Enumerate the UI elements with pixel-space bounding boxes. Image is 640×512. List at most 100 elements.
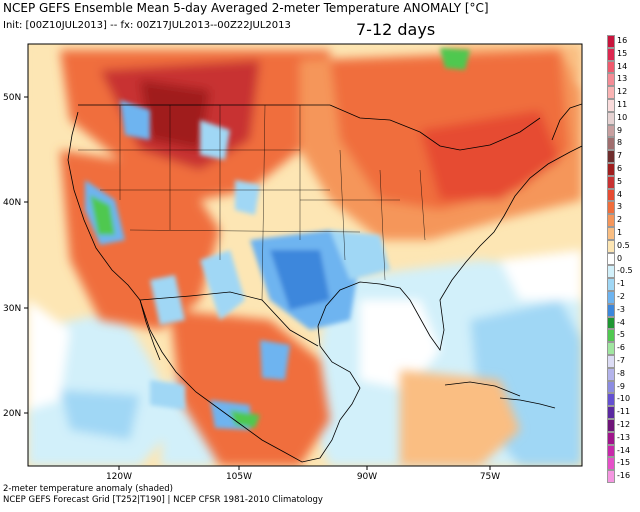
footer-source-note: NCEP GEFS Forecast Grid [T252|T190] | NC… xyxy=(3,495,323,505)
legend-entry: 13 xyxy=(607,73,637,87)
legend-swatch xyxy=(607,60,615,74)
legend-swatch xyxy=(607,99,615,112)
legend-entry: -10 xyxy=(607,393,637,407)
lon-label: 75W xyxy=(480,472,500,482)
legend-label: 16 xyxy=(617,36,628,45)
lat-label: 40N xyxy=(3,198,21,208)
legend-label: -12 xyxy=(617,420,631,429)
page-title: NCEP GEFS Ensemble Mean 5-day Averaged 2… xyxy=(3,1,489,15)
legend-swatch xyxy=(607,150,615,163)
legend-label: -7 xyxy=(617,356,625,365)
legend-swatch xyxy=(607,355,615,368)
legend-entry: -16 xyxy=(607,470,637,484)
legend-label: -11 xyxy=(617,407,631,417)
legend-swatch xyxy=(607,265,615,279)
legend-swatch xyxy=(607,73,615,87)
legend-swatch xyxy=(607,431,615,445)
legend-swatch xyxy=(607,124,615,138)
legend-label: 0.5 xyxy=(617,240,630,250)
coastlines xyxy=(67,103,582,463)
legend-swatch xyxy=(607,201,615,215)
legend-entry: 0.5 xyxy=(607,239,637,254)
legend-entry: -13 xyxy=(607,431,637,446)
legend-label: -10 xyxy=(617,394,631,404)
legend-swatch xyxy=(607,137,615,151)
legend-entry: -3 xyxy=(607,303,637,318)
init-forecast-line: Init: [00Z10JUL2013] -- fx: 00Z17JUL2013… xyxy=(3,20,291,31)
legend-entry: -15 xyxy=(607,457,637,471)
legend-swatch xyxy=(607,342,615,355)
legend-label: -15 xyxy=(617,458,631,468)
legend-label: 14 xyxy=(617,61,628,71)
lat-label: 50N xyxy=(3,93,21,103)
legend-entry: -1 xyxy=(607,278,637,292)
legend-swatch xyxy=(607,303,615,317)
legend-entry: 2 xyxy=(607,214,637,228)
forecast-range-label: 7-12 days xyxy=(356,20,436,39)
legend-swatch xyxy=(607,278,615,291)
legend-swatch xyxy=(607,393,615,407)
legend-entry: 4 xyxy=(607,188,637,203)
legend-swatch xyxy=(607,239,615,253)
legend-swatch xyxy=(607,444,615,458)
legend-label: 8 xyxy=(617,138,623,148)
legend-entry: 16 xyxy=(607,35,637,49)
lat-label: 30N xyxy=(3,304,21,314)
anomaly-field xyxy=(28,44,582,466)
legend-swatch xyxy=(607,188,615,202)
legend-label: 11 xyxy=(617,100,628,109)
legend-swatch xyxy=(607,86,615,99)
legend-entry: 9 xyxy=(607,124,637,139)
legend-entry: -4 xyxy=(607,316,637,331)
legend-entry: -12 xyxy=(607,419,637,433)
legend-label: -6 xyxy=(617,343,625,353)
legend-label: -16 xyxy=(617,471,631,481)
legend-swatch xyxy=(607,457,615,471)
legend-entry: 6 xyxy=(607,163,637,177)
lon-axis: 120W 105W 90W 75W xyxy=(106,466,500,482)
legend-label: 2 xyxy=(617,215,623,225)
legend-label: 13 xyxy=(617,74,628,84)
legend-entry: 1 xyxy=(607,227,637,241)
legend-entry: -8 xyxy=(607,367,637,382)
legend-entry: -5 xyxy=(607,329,637,343)
legend-swatch xyxy=(607,380,615,394)
legend-label: -14 xyxy=(617,445,631,455)
legend-label: -0.5 xyxy=(617,266,633,276)
legend-label: 3 xyxy=(617,202,623,212)
legend-entry: 12 xyxy=(607,86,637,100)
legend-label: 9 xyxy=(617,125,623,135)
state-borders xyxy=(78,104,426,301)
lon-label: 105W xyxy=(226,472,252,482)
legend-label: -9 xyxy=(617,381,625,391)
legend-entry: 0 xyxy=(607,252,637,267)
lon-label: 90W xyxy=(357,472,377,482)
legend-entry: -7 xyxy=(607,355,637,369)
color-legend: 16 15 14 13 12 11 10 9 8 7 6 5 4 3 2 1 0.5 0 -0.5 -1 -2 -3 -4 -… xyxy=(607,35,637,484)
legend-swatch xyxy=(607,163,615,176)
legend-entry: -9 xyxy=(607,380,637,395)
legend-swatch xyxy=(607,406,615,419)
legend-swatch xyxy=(607,291,615,304)
legend-entry: 5 xyxy=(607,175,637,190)
legend-label: -1 xyxy=(617,279,625,289)
legend-label: 10 xyxy=(617,112,628,122)
legend-entry: 3 xyxy=(607,201,637,215)
legend-label: -2 xyxy=(617,292,625,301)
legend-label: -3 xyxy=(617,304,625,314)
legend-label: -13 xyxy=(617,432,631,442)
legend-swatch xyxy=(607,47,615,61)
legend-swatch xyxy=(607,35,615,48)
legend-label: 0 xyxy=(617,253,623,263)
legend-label: -8 xyxy=(617,368,625,378)
legend-entry: -2 xyxy=(607,291,637,305)
legend-label: 15 xyxy=(617,48,628,58)
legend-entry: 11 xyxy=(607,99,637,113)
legend-label: 4 xyxy=(617,189,623,199)
legend-entry: 10 xyxy=(607,111,637,126)
legend-entry: -6 xyxy=(607,342,637,356)
legend-entry: 7 xyxy=(607,150,637,164)
legend-swatch xyxy=(607,419,615,432)
legend-swatch xyxy=(607,367,615,381)
